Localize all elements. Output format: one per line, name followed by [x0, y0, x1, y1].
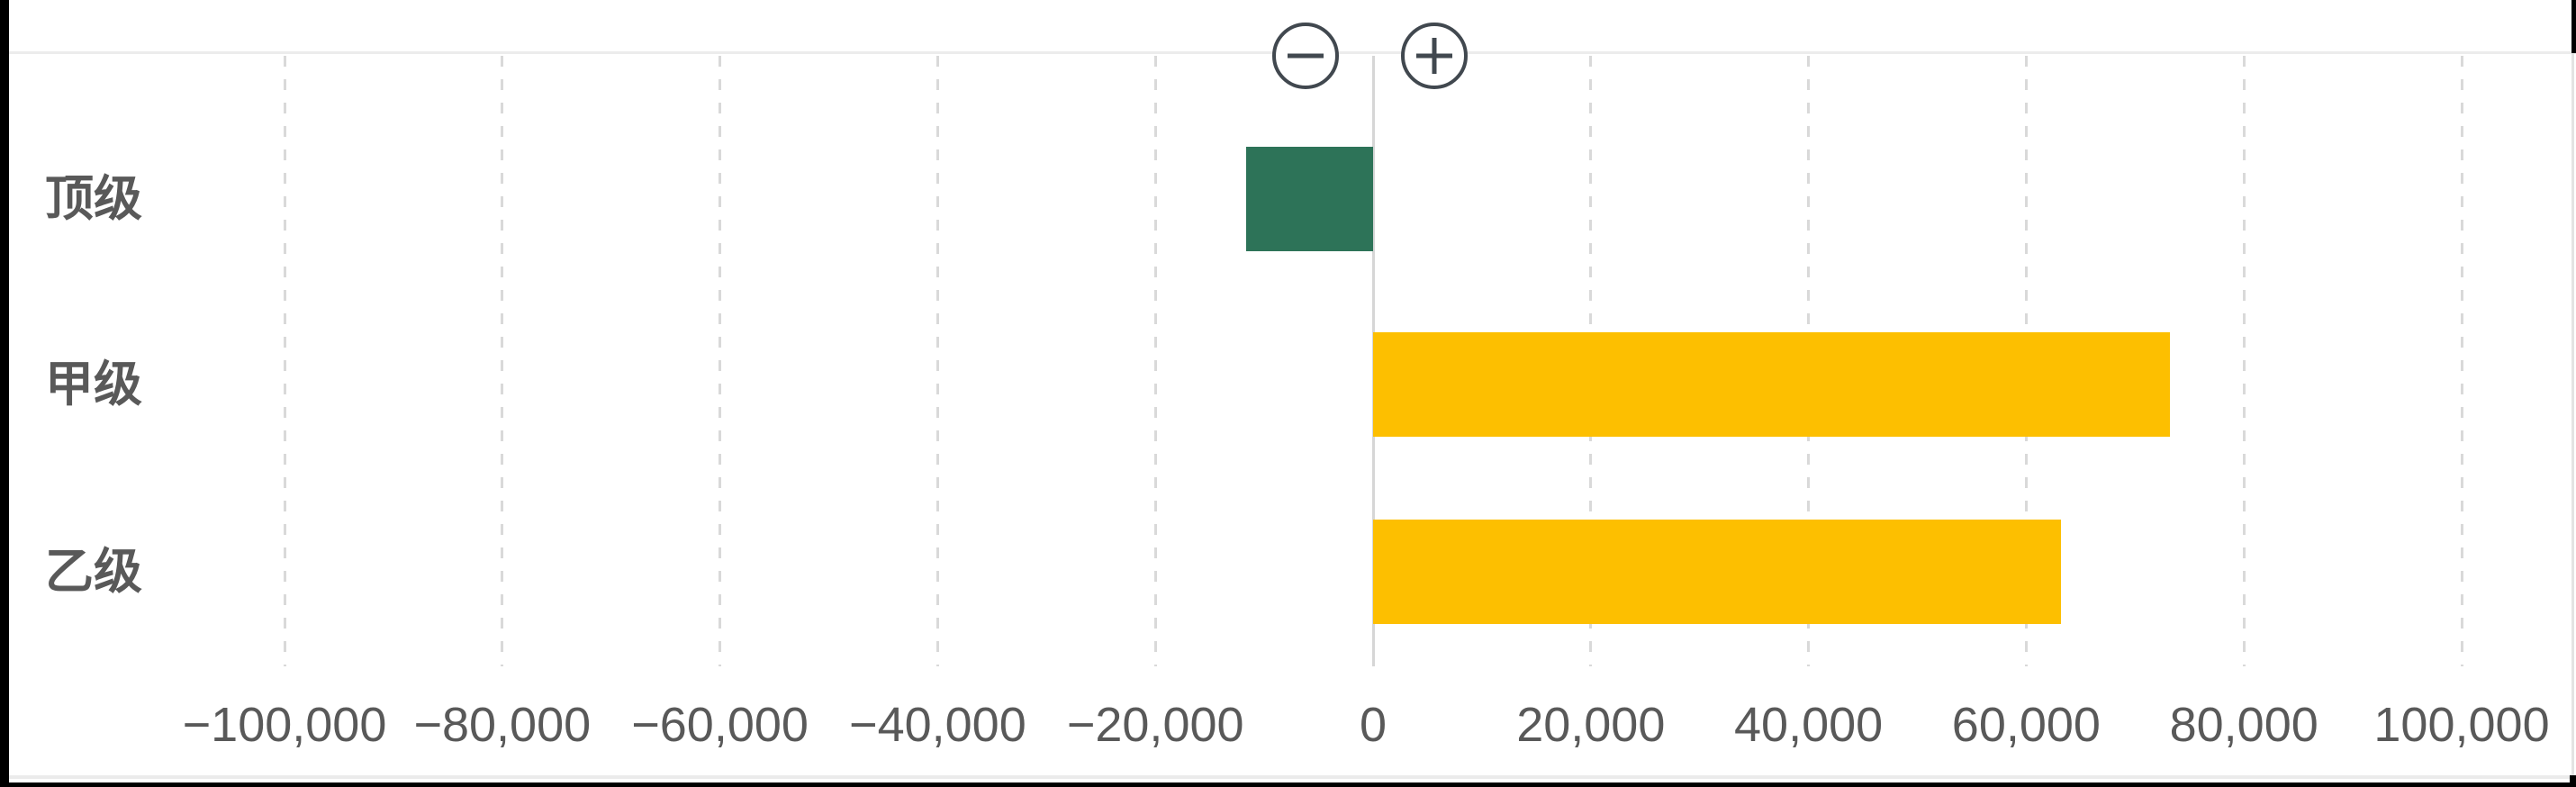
x-axis-tick-label: 60,000	[1951, 698, 2101, 752]
x-axis-tick-label: −60,000	[631, 698, 809, 752]
chart-bar-1[interactable]	[1245, 147, 1373, 251]
x-gridline	[2242, 56, 2246, 666]
bottom-divider-line	[0, 775, 2576, 779]
chart-bar-3[interactable]	[1373, 520, 2062, 624]
zoom-in-button[interactable]	[1401, 23, 1468, 89]
chart-bar-2[interactable]	[1373, 332, 2170, 437]
x-axis-tick-label: 0	[1359, 698, 1387, 752]
x-axis-tick-label: −40,000	[849, 698, 1026, 752]
window-edge-right-top	[2571, 0, 2576, 53]
x-gridline	[2460, 56, 2463, 666]
x-axis-tick-label: −100,000	[182, 698, 387, 752]
x-axis-tick-label: 80,000	[2169, 698, 2318, 752]
zoom-out-button[interactable]	[1272, 23, 1339, 89]
y-axis-category-label: 顶级	[45, 172, 142, 226]
x-gridline	[283, 56, 286, 666]
minus-icon	[1276, 26, 1335, 86]
x-gridline	[1153, 56, 1157, 666]
x-axis-tick-label: −20,000	[1066, 698, 1244, 752]
x-gridline	[935, 56, 939, 666]
plus-icon	[1405, 26, 1464, 86]
x-axis-tick-label: 40,000	[1734, 698, 1884, 752]
y-axis-category-label: 甲级	[45, 357, 142, 412]
x-gridline	[719, 56, 722, 666]
y-axis-category-label: 乙级	[45, 545, 142, 599]
x-axis-tick-label: 100,000	[2373, 698, 2550, 752]
x-gridline	[501, 56, 504, 666]
window-edge-left	[0, 0, 9, 787]
x-axis-tick-label: −80,000	[413, 698, 592, 752]
window-edge-bottom	[0, 782, 2576, 787]
window-edge-right-bottom	[2570, 775, 2576, 787]
window-border-right	[2571, 53, 2574, 775]
x-axis-tick-label: 20,000	[1516, 698, 1666, 752]
